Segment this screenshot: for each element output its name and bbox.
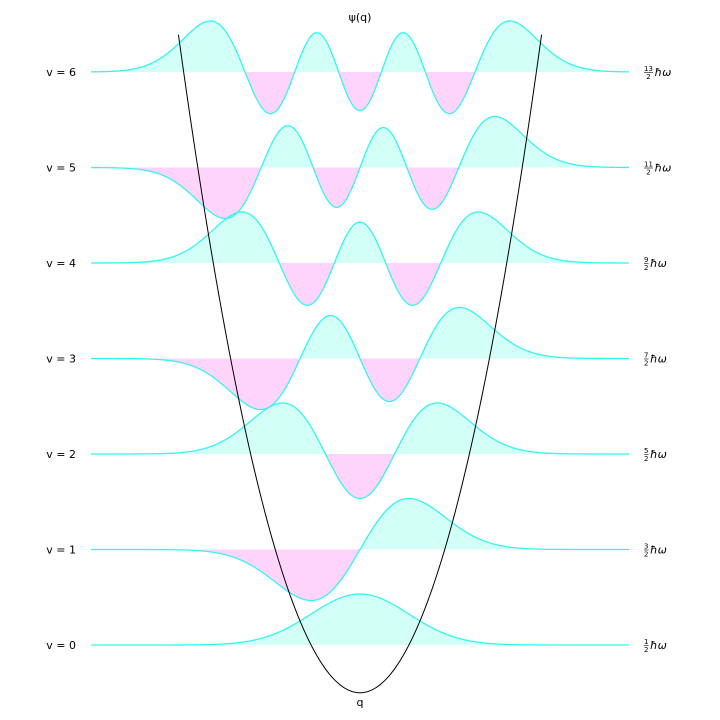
energy-label-v2: 52 ħω: [644, 447, 667, 463]
x-axis-label: q: [357, 696, 364, 709]
svg-text:3: 3: [644, 543, 648, 551]
energy-label-v4: 92 ħω: [644, 256, 667, 272]
psi-4-curve: [91, 211, 629, 306]
psi-3-positive-fill: [91, 307, 629, 359]
svg-text:2: 2: [644, 360, 648, 368]
psi-6-positive-fill: [91, 21, 629, 72]
svg-text:11: 11: [644, 161, 653, 169]
psi-3-curve: [91, 306, 629, 411]
chart-title: ψ(q): [349, 11, 372, 24]
energy-label-v1: 32 ħω: [644, 543, 667, 559]
svg-text:ħω: ħω: [655, 162, 672, 175]
level-label-v5: v = 5: [46, 162, 76, 175]
energy-label-v6: 132 ħω: [644, 65, 671, 81]
level-label-v3: v = 3: [46, 353, 76, 366]
energy-label-v0: 12 ħω: [644, 638, 667, 654]
psi-0-positive-fill: [91, 594, 629, 645]
svg-text:5: 5: [644, 447, 648, 455]
svg-text:ħω: ħω: [650, 639, 667, 652]
label-layer: v = 0 12 ħωv = 1 32 ħωv = 2 52 ħωv = 3 72 ħωv = …: [46, 65, 671, 654]
wavefunction-layer: [90, 20, 630, 646]
psi-6-curve: [90, 20, 630, 115]
svg-text:ħω: ħω: [650, 448, 667, 461]
svg-text:2: 2: [646, 169, 650, 177]
svg-text:ħω: ħω: [650, 353, 667, 366]
potential-curve: [177, 34, 543, 694]
level-label-v4: v = 4: [46, 257, 76, 270]
svg-text:2: 2: [644, 455, 648, 463]
svg-text:2: 2: [646, 73, 650, 81]
psi-0-curve: [91, 593, 629, 646]
psi-5-curve: [91, 115, 629, 220]
svg-text:2: 2: [644, 646, 648, 654]
energy-label-v3: 72 ħω: [644, 352, 667, 368]
psi-5-negative-fill: [91, 167, 629, 219]
psi-1-curve: [91, 497, 629, 602]
psi-2-negative-fill: [91, 454, 629, 499]
svg-text:13: 13: [644, 65, 653, 73]
fill-layer: [91, 21, 629, 645]
svg-text:ħω: ħω: [655, 66, 672, 79]
psi-4-positive-fill: [91, 212, 629, 263]
level-label-v2: v = 2: [46, 448, 76, 461]
level-label-v1: v = 1: [46, 544, 76, 557]
level-label-v6: v = 6: [46, 66, 76, 79]
psi-5-positive-fill: [91, 116, 629, 168]
level-label-v0: v = 0: [46, 639, 76, 652]
svg-text:7: 7: [644, 352, 648, 360]
svg-text:1: 1: [644, 638, 648, 646]
energy-label-v5: 112 ħω: [644, 161, 671, 177]
psi-4-negative-fill: [91, 263, 629, 306]
svg-text:2: 2: [644, 551, 648, 559]
psi-6-negative-fill: [91, 72, 629, 114]
svg-text:9: 9: [644, 256, 648, 264]
psi-1-negative-fill: [91, 549, 629, 601]
psi-1-positive-fill: [91, 498, 629, 550]
psi-2-curve: [91, 402, 629, 500]
psi-2-positive-fill: [91, 403, 629, 454]
svg-text:2: 2: [644, 264, 648, 272]
svg-text:ħω: ħω: [650, 544, 667, 557]
svg-text:ħω: ħω: [650, 257, 667, 270]
psi-3-negative-fill: [91, 358, 629, 410]
